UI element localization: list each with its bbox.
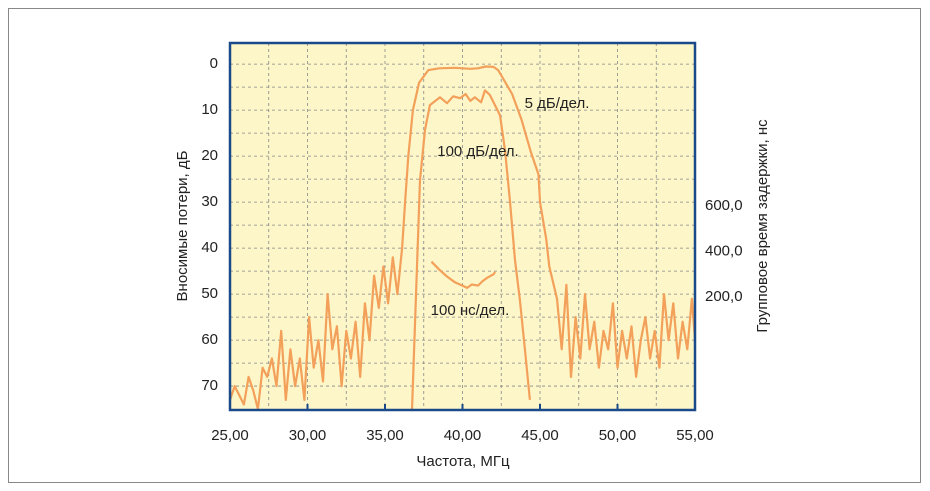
y2-tick-label: 200,0 [705,288,743,305]
data-line [410,89,531,410]
y-tick-label: 0 [210,55,218,72]
y-tick-label: 60 [201,331,218,348]
x-tick-label: 35,00 [366,427,404,444]
x-tick-label: 55,00 [676,427,714,444]
outer-frame [8,8,921,483]
x-tick-label: 40,00 [444,427,482,444]
x-tick-label: 30,00 [289,427,327,444]
y-tick-label: 70 [201,377,218,394]
y2-axis-label: Групповое время задержки, нс [754,119,771,333]
series-label: 100 нс/дел. [431,302,510,319]
y2-tick-label: 600,0 [705,197,743,214]
y-tick-label: 10 [201,101,218,118]
x-axis-label: Частота, МГц [416,453,510,470]
x-tick-label: 25,00 [211,427,249,444]
y-tick-label: 50 [201,285,218,302]
series-label: 5 дБ/дел. [525,95,590,112]
x-tick-label: 45,00 [521,427,559,444]
y2-tick-label: 400,0 [705,242,743,259]
x-tick-label: 50,00 [599,427,637,444]
series-label: 100 дБ/дел. [437,143,518,160]
y-tick-label: 30 [201,193,218,210]
data-line [430,260,497,289]
data-line [230,65,695,410]
y-tick-label: 40 [201,239,218,256]
y-tick-label: 20 [201,147,218,164]
y-axis-label: Вносимые потери, дБ [174,150,191,301]
plot-frame [228,41,697,412]
